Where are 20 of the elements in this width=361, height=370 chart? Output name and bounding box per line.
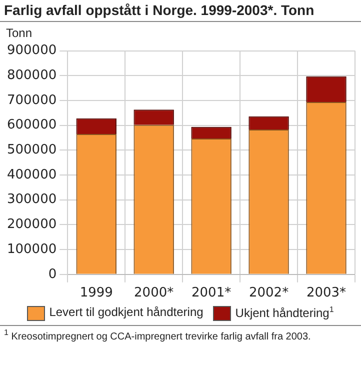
legend-label: Ukjent håndtering$^{1}$ bbox=[234, 304, 334, 322]
x-tick-label: 2001* bbox=[192, 286, 232, 301]
legend-label: Levert til godkjent håndtering bbox=[48, 305, 204, 321]
y-tick-label: 0 bbox=[48, 266, 57, 282]
y-tick-label: 700000 bbox=[6, 92, 57, 108]
y-tick-label: 800000 bbox=[6, 68, 57, 84]
x-tick-label: 2003* bbox=[306, 286, 347, 301]
chart-title: Farlig avfall oppstått i Norge. 1999-2003*. Tonn bbox=[0, 0, 361, 22]
y-tick-label: 900000 bbox=[6, 43, 57, 58]
x-tick-label: 2000* bbox=[134, 286, 174, 301]
x-tick-label: 1999 bbox=[80, 286, 113, 301]
y-tick-label: 500000 bbox=[6, 142, 57, 158]
text: $^{1}$ Kreosotimpregnert og CCA-impregnert trevirke farlig avfall fra 2003. bbox=[4, 328, 312, 342]
y-tick-label: 200000 bbox=[6, 217, 57, 232]
y-axis-title: Tonn bbox=[6, 26, 34, 40]
y-tick-label: 400000 bbox=[6, 167, 57, 182]
y-tick-label: 600000 bbox=[6, 118, 57, 133]
x-tick-label: 2002* bbox=[248, 286, 290, 301]
y-tick-label: 100000 bbox=[6, 242, 57, 257]
y-tick-label: 300000 bbox=[6, 192, 57, 208]
